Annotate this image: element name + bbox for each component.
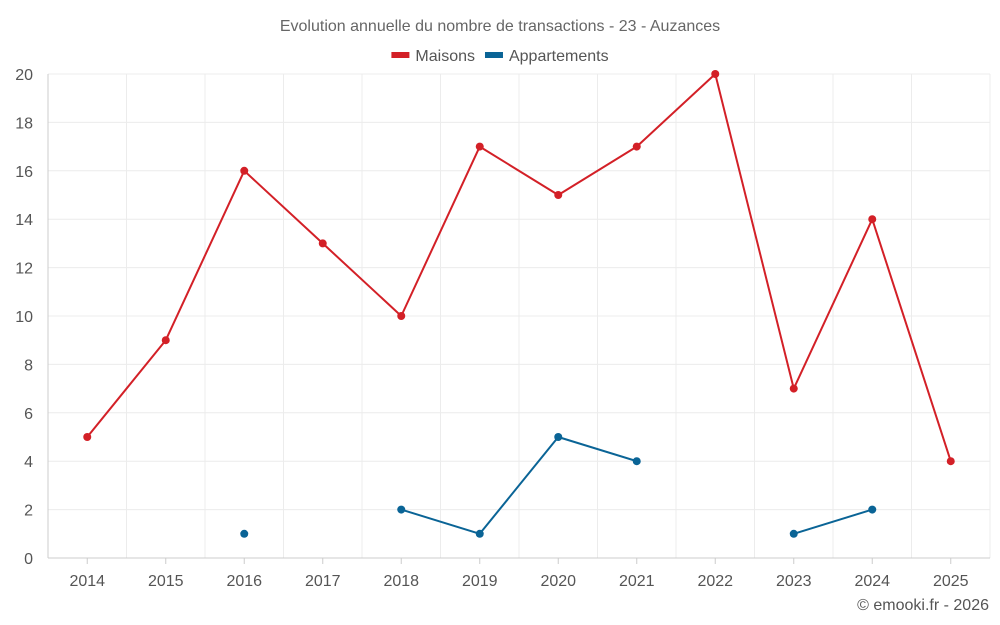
y-tick-label: 8 xyxy=(24,357,33,374)
y-tick-label: 2 xyxy=(24,503,33,520)
data-point-appartements-2021[interactable] xyxy=(632,457,641,466)
series-appartements xyxy=(240,433,877,538)
chart-title: Evolution annuelle du nombre de transact… xyxy=(280,18,720,35)
data-point-appartements-2019[interactable] xyxy=(475,529,484,538)
legend-swatch-maisons[interactable] xyxy=(391,52,410,58)
data-point-appartements-2020[interactable] xyxy=(554,433,563,441)
axes: 0 2 4 6 8 10 12 14 16 18 20 2014 2015 2016 2017 2018 201… xyxy=(15,67,990,590)
data-point-appartements-2018[interactable] xyxy=(397,505,406,514)
y-tick-label: 6 xyxy=(24,406,33,423)
y-tick-label: 20 xyxy=(15,67,33,84)
series-maisons xyxy=(83,70,955,466)
x-tick-label: 2023 xyxy=(776,573,812,590)
legend-label-appartements: Appartements xyxy=(509,48,609,65)
x-tick-label: 2018 xyxy=(383,573,419,590)
legend-swatch-appartements[interactable] xyxy=(484,52,503,58)
series-line-appartements xyxy=(793,508,873,535)
data-point-maisons-2024[interactable] xyxy=(868,215,877,224)
legend-label-maisons: Maisons xyxy=(415,48,475,65)
y-tick-label: 12 xyxy=(15,261,33,278)
data-point-maisons-2018[interactable] xyxy=(397,312,406,320)
y-tick-label: 16 xyxy=(15,164,33,181)
x-tick-label: 2020 xyxy=(540,573,576,590)
data-point-maisons-2025[interactable] xyxy=(946,457,955,466)
data-point-appartements-2024[interactable] xyxy=(868,505,877,514)
data-point-maisons-2016[interactable] xyxy=(240,166,249,175)
data-point-maisons-2023[interactable] xyxy=(789,384,798,393)
y-tick-label: 4 xyxy=(24,454,33,471)
y-tick-label: 10 xyxy=(15,309,33,326)
x-tick-label: 2017 xyxy=(305,573,341,590)
chart-legend: Maisons Appartements xyxy=(391,48,609,65)
data-point-appartements-2023[interactable] xyxy=(789,529,798,538)
data-point-maisons-2019[interactable] xyxy=(475,142,484,151)
series-line-maisons xyxy=(86,73,952,462)
data-point-maisons-2014[interactable] xyxy=(83,433,92,441)
x-tick-label: 2024 xyxy=(854,573,890,590)
data-point-maisons-2021[interactable] xyxy=(632,142,641,151)
x-tick-label: 2022 xyxy=(697,573,733,590)
x-tick-label: 2021 xyxy=(619,573,655,590)
data-point-maisons-2015[interactable] xyxy=(161,336,170,345)
credit-text: © emooki.fr - 2026 xyxy=(857,597,989,614)
x-tick-label: 2015 xyxy=(148,573,184,590)
y-tick-label: 14 xyxy=(15,212,33,229)
x-tick-label: 2014 xyxy=(69,573,105,590)
data-point-maisons-2022[interactable] xyxy=(711,70,720,78)
x-tick-label: 2025 xyxy=(933,573,969,590)
series-layer xyxy=(83,70,955,538)
x-tick-label: 2016 xyxy=(226,573,262,590)
y-tick-label: 18 xyxy=(15,115,33,132)
y-tick-label: 0 xyxy=(24,551,33,568)
data-point-maisons-2017[interactable] xyxy=(318,239,327,248)
data-point-appartements-2016[interactable] xyxy=(240,529,249,538)
data-point-maisons-2020[interactable] xyxy=(554,191,563,199)
x-tick-label: 2019 xyxy=(462,573,498,590)
series-line-appartements xyxy=(400,436,638,535)
